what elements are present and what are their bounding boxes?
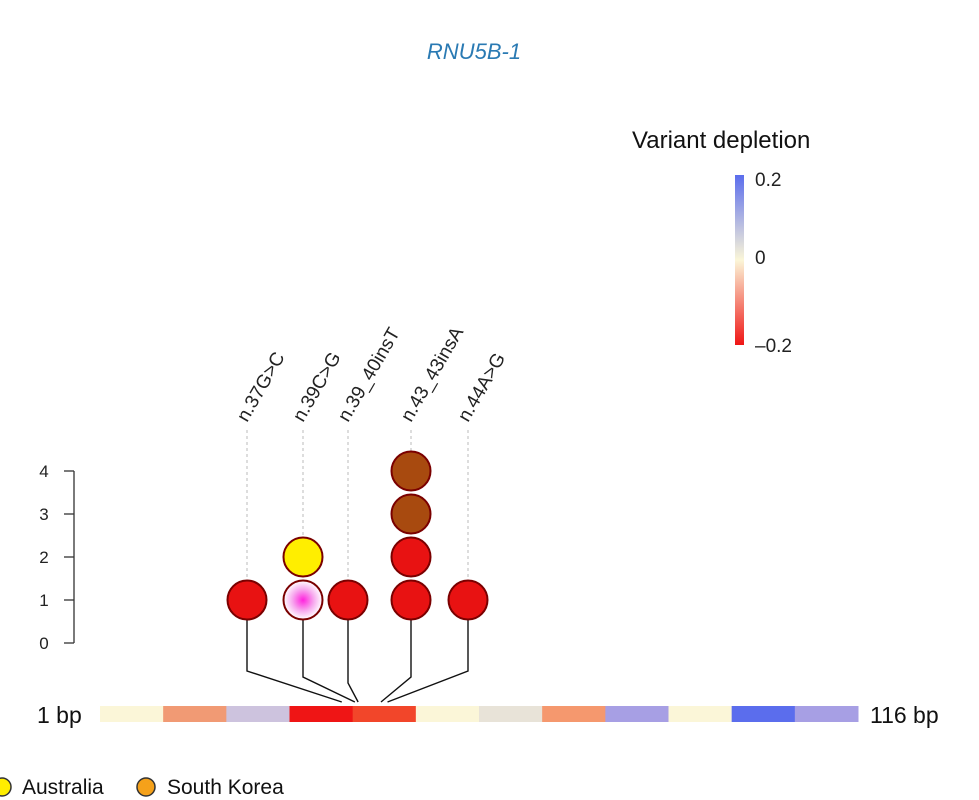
y-tick-label: 1 [39, 591, 48, 610]
variant-circles [226, 450, 489, 621]
variant-circle [390, 536, 432, 578]
variant-circle [390, 493, 432, 535]
y-tick-label: 2 [39, 548, 48, 567]
gene-segment [731, 706, 796, 722]
variant-connector [246, 619, 342, 703]
gene-segment [289, 706, 354, 722]
variant-circle [327, 579, 369, 621]
gene-segment [479, 706, 543, 722]
variant-circle [226, 579, 268, 621]
variant-circle [390, 450, 432, 492]
y-tick-label: 4 [39, 462, 48, 481]
y-tick-label: 0 [39, 634, 48, 653]
variant-connector [347, 619, 359, 703]
gene-segment [605, 706, 669, 722]
gene-end-label: 116 bp [870, 702, 939, 728]
colorbar-label-top: 0.2 [755, 170, 781, 191]
y-tick-label: 3 [39, 505, 48, 524]
gene-segment [794, 706, 859, 722]
gene-segment [415, 706, 480, 722]
colorbar-title: Variant depletion [632, 127, 810, 154]
variant-label: n.37G>C [233, 349, 289, 426]
colorbar-label-bottom: –0.2 [755, 336, 792, 357]
variant-label: n.39_40insT [334, 324, 405, 425]
variant-circle [447, 579, 489, 621]
colorbar [735, 175, 744, 345]
gene-segment [352, 706, 417, 722]
colorbar-label-mid: 0 [755, 248, 766, 269]
variant-circle [390, 579, 432, 621]
gene-segment [668, 706, 733, 722]
chart-title: RNU5B-1 [427, 39, 521, 64]
gene-segment [542, 706, 606, 722]
variant-label: n.44A>G [454, 350, 510, 426]
legend-swatch-australia [0, 777, 12, 797]
country-legend: Australia South Korea [0, 776, 284, 799]
variant-connector [387, 619, 469, 703]
variant-circle [282, 579, 324, 621]
y-axis: 0 1 2 3 4 [39, 462, 75, 653]
legend-label-south-korea: South Korea [167, 776, 284, 799]
gene-bar [100, 706, 859, 722]
legend-label-australia: Australia [22, 776, 104, 799]
variant-circle [282, 536, 324, 578]
variant-connector [380, 619, 412, 703]
legend-swatch-south-korea [136, 777, 156, 797]
variant-connectors [246, 619, 469, 703]
gene-start-label: 1 bp [37, 702, 82, 728]
gene-segment [163, 706, 227, 722]
variant-guides [246, 430, 469, 581]
gene-segment [100, 706, 164, 722]
colorbar-legend: Variant depletion 0.2 0 –0.2 [632, 127, 810, 357]
gene-segment [226, 706, 290, 722]
variant-labels: n.37G>C n.39C>Gn.39_40insTn.43_43insAn.44… [233, 323, 510, 425]
variant-connector [302, 619, 356, 703]
